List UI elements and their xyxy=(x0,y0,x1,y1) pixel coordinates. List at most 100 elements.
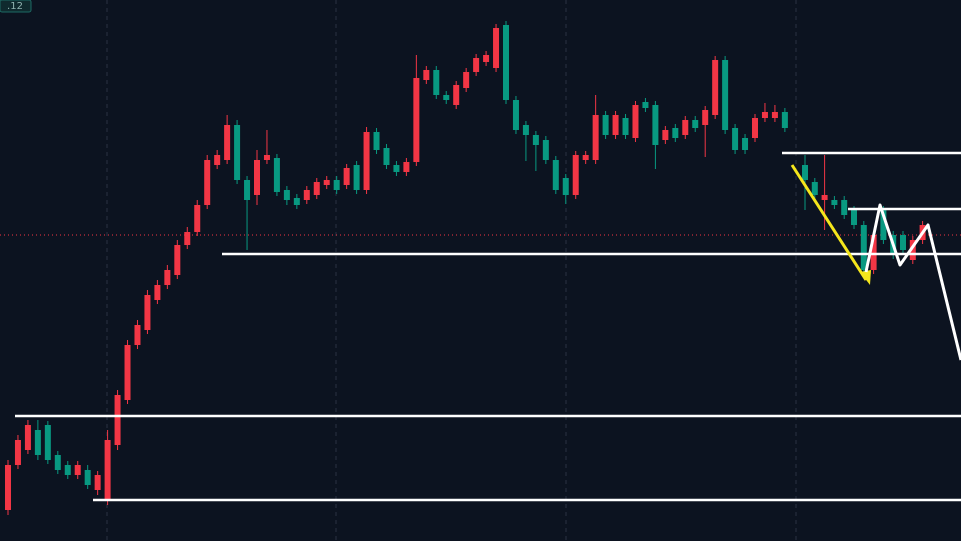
candle-body xyxy=(144,295,151,330)
price-label: .12 xyxy=(7,1,23,12)
candle-body xyxy=(483,55,490,62)
candle-body xyxy=(373,132,380,150)
candle-body xyxy=(900,235,906,250)
candle-body xyxy=(752,118,758,138)
candle-body xyxy=(333,180,340,190)
candle-body xyxy=(692,120,699,128)
candle-body xyxy=(353,165,360,190)
candle-body xyxy=(363,132,370,190)
candle-body xyxy=(562,178,569,195)
candle-body xyxy=(44,425,51,460)
candle-body xyxy=(672,128,679,138)
candle-body xyxy=(34,430,41,455)
candle-body xyxy=(811,182,818,195)
candle-body xyxy=(383,148,390,165)
candle-body xyxy=(682,120,689,135)
candle-body xyxy=(761,112,768,118)
candle-body xyxy=(512,100,519,130)
drawings xyxy=(790,164,961,361)
candle-body xyxy=(184,232,191,245)
candle-body xyxy=(831,200,838,205)
candle-body xyxy=(880,210,887,240)
candle-body xyxy=(821,195,828,200)
candle-body xyxy=(732,128,739,150)
candle-body xyxy=(293,198,300,205)
candle-body xyxy=(303,190,310,200)
candle-body xyxy=(174,245,181,275)
candle-body xyxy=(244,180,251,200)
candle-body xyxy=(343,168,350,185)
candle-body xyxy=(14,440,21,465)
candle-body xyxy=(532,135,539,145)
candle-body xyxy=(612,115,619,135)
candle-body xyxy=(124,345,131,400)
candle-body xyxy=(503,25,509,100)
candle-body xyxy=(204,160,211,205)
candle-body xyxy=(722,60,729,130)
candle-body xyxy=(909,240,916,260)
candle-body xyxy=(851,210,857,225)
candle-body xyxy=(742,138,749,150)
candle-body xyxy=(841,200,848,215)
candle-body xyxy=(423,70,430,80)
candles xyxy=(5,21,926,515)
price-label-box xyxy=(0,0,32,13)
candle-body xyxy=(164,270,171,285)
candle-body xyxy=(522,125,529,135)
candle-body xyxy=(313,182,320,195)
candle-body xyxy=(214,155,221,165)
candle-body xyxy=(84,470,91,485)
candle-body xyxy=(74,465,81,475)
candle-body xyxy=(234,125,241,180)
candle-body xyxy=(592,115,599,160)
yellow-arrow xyxy=(790,164,868,281)
candle-body xyxy=(781,112,788,128)
candle-body xyxy=(94,475,101,490)
candle-body xyxy=(433,70,440,95)
candle-body xyxy=(393,165,400,172)
candle-body xyxy=(463,72,470,88)
candle-body xyxy=(273,158,280,192)
candle-body xyxy=(154,285,161,300)
candle-body xyxy=(104,440,111,500)
candle-body xyxy=(5,465,11,510)
candle-body xyxy=(54,455,61,470)
candle-body xyxy=(632,105,639,138)
candle-body xyxy=(64,465,71,475)
candle-body xyxy=(860,225,867,270)
candle-body xyxy=(224,125,231,160)
candle-body xyxy=(582,155,589,160)
candle-body xyxy=(114,395,121,445)
candle-body xyxy=(771,112,778,118)
candle-body xyxy=(493,28,500,68)
candle-body xyxy=(712,60,719,115)
candle-body xyxy=(24,425,31,450)
candle-body xyxy=(802,165,808,180)
candle-body xyxy=(134,325,141,345)
candle-body xyxy=(542,140,549,160)
candle-body xyxy=(652,105,659,145)
candle-body xyxy=(870,235,877,270)
candle-body xyxy=(552,160,559,190)
candle-body xyxy=(453,85,460,105)
candle-body xyxy=(403,162,410,172)
arrow-head xyxy=(860,270,871,285)
candle-body xyxy=(622,118,629,135)
candle-body xyxy=(443,95,450,100)
candle-body xyxy=(194,205,201,232)
candle-body xyxy=(572,155,579,195)
candle-body xyxy=(642,102,649,108)
candle-body xyxy=(283,190,290,200)
candle-body xyxy=(702,110,709,125)
candle-body xyxy=(413,78,420,162)
candle-body xyxy=(602,115,609,135)
candle-body xyxy=(263,155,270,160)
candle-body xyxy=(254,160,260,195)
zigzag-projection xyxy=(864,203,961,361)
candle-body xyxy=(323,180,330,185)
candle-body xyxy=(662,130,669,140)
levels xyxy=(15,151,961,502)
